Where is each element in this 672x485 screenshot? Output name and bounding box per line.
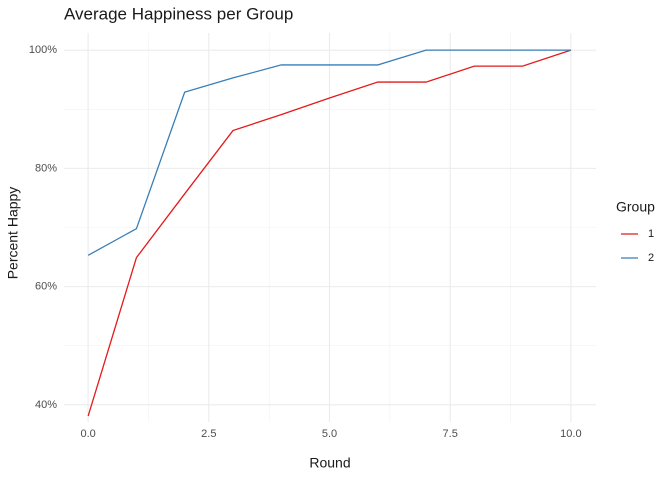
legend-title: Group [616, 199, 655, 215]
legend-label: 1 [648, 228, 654, 240]
legend-label: 2 [648, 252, 654, 264]
x-tick-label: 10.0 [560, 428, 581, 440]
y-tick-label: 40% [35, 399, 57, 411]
x-tick-label: 0.0 [80, 428, 95, 440]
series-line [87, 49, 572, 417]
x-axis-label: Round [309, 455, 350, 471]
chart-title: Average Happiness per Group [64, 4, 293, 23]
x-tick-label: 7.5 [443, 428, 458, 440]
y-tick-label: 80% [35, 162, 57, 174]
y-tick-label: 100% [29, 44, 57, 56]
y-axis-label: Percent Happy [5, 187, 21, 280]
series-line [87, 49, 571, 256]
y-tick-label: 60% [35, 281, 57, 293]
x-tick-label: 5.0 [322, 428, 337, 440]
x-tick-label: 2.5 [201, 428, 216, 440]
